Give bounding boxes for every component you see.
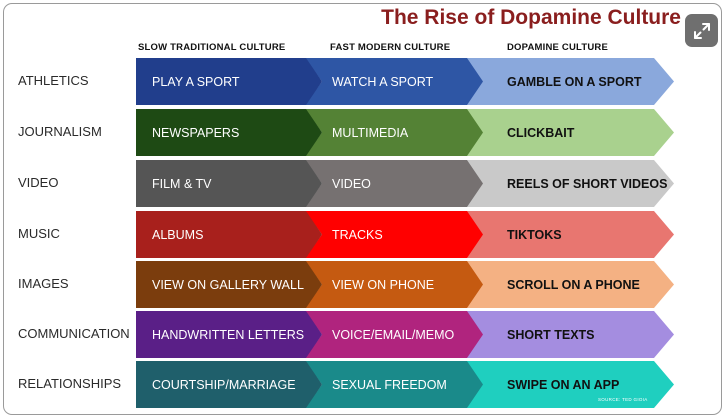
arrow-label: SWIPE ON AN APP	[507, 377, 620, 392]
arrow-slow: HANDWRITTEN LETTERS	[136, 311, 322, 358]
arrow-label: VIEW ON GALLERY WALL	[152, 277, 304, 292]
arrow-label: PLAY A SPORT	[152, 74, 240, 89]
arrow-label: CLICKBAIT	[507, 125, 575, 140]
row-label: IMAGES	[18, 276, 69, 291]
row-label: ATHLETICS	[18, 73, 89, 88]
arrow-label: SCROLL ON A PHONE	[507, 277, 640, 292]
arrow-label: SEXUAL FREEDOM	[332, 377, 447, 392]
arrow-label: COURTSHIP/MARRIAGE	[152, 377, 296, 392]
column-header-slow: SLOW TRADITIONAL CULTURE	[138, 42, 286, 53]
arrow-dopamine: CLICKBAIT	[464, 109, 674, 156]
row-label: VIDEO	[18, 175, 59, 190]
arrow-dopamine: SCROLL ON A PHONE	[464, 261, 674, 308]
arrow-slow: COURTSHIP/MARRIAGE	[136, 361, 322, 408]
arrow-fast: SEXUAL FREEDOM	[305, 361, 483, 408]
row-label: RELATIONSHIPS	[18, 376, 122, 391]
arrow-label: MULTIMEDIA	[332, 125, 409, 140]
arrow-fast: WATCH A SPORT	[305, 58, 483, 105]
arrow-label: WATCH A SPORT	[332, 74, 434, 89]
expand-arrows-icon	[693, 22, 710, 39]
arrow-slow: VIEW ON GALLERY WALL	[136, 261, 322, 308]
row-label: MUSIC	[18, 226, 60, 241]
arrow-fast: MULTIMEDIA	[305, 109, 483, 156]
arrow-fast: VIDEO	[305, 160, 483, 207]
arrow-label: HANDWRITTEN LETTERS	[152, 327, 305, 342]
arrow-dopamine: REELS OF SHORT VIDEOS	[464, 160, 674, 207]
arrow-fast: VOICE/EMAIL/MEMO	[305, 311, 483, 358]
arrow-slow: FILM & TV	[136, 160, 322, 207]
column-header-dopamine: DOPAMINE CULTURE	[507, 42, 609, 53]
arrow-label: GAMBLE ON A SPORT	[507, 74, 642, 89]
source-credit: SOURCE: TED GIOIA	[598, 397, 648, 402]
arrow-fast: VIEW ON PHONE	[305, 261, 483, 308]
arrow-dopamine: SHORT TEXTS	[464, 311, 674, 358]
arrow-dopamine: GAMBLE ON A SPORT	[464, 58, 674, 105]
column-header-fast: FAST MODERN CULTURE	[330, 42, 451, 53]
arrow-label: REELS OF SHORT VIDEOS	[507, 176, 668, 191]
arrow-slow: ALBUMS	[136, 211, 322, 258]
arrow-slow: PLAY A SPORT	[136, 58, 322, 105]
arrow-label: VIDEO	[332, 176, 371, 191]
row-label: COMMUNICATION	[18, 326, 130, 341]
arrow-fast: TRACKS	[305, 211, 483, 258]
arrow-label: SHORT TEXTS	[507, 327, 595, 342]
arrow-label: ALBUMS	[152, 227, 204, 242]
row-label: JOURNALISM	[18, 124, 102, 139]
arrow-dopamine: SWIPE ON AN APP	[464, 361, 674, 408]
arrow-label: TIKTOKS	[507, 227, 562, 242]
expand-button[interactable]	[685, 14, 718, 47]
arrow-dopamine: TIKTOKS	[464, 211, 674, 258]
arrow-label: NEWSPAPERS	[152, 125, 240, 140]
arrow-label: VIEW ON PHONE	[332, 277, 435, 292]
arrow-label: TRACKS	[332, 227, 383, 242]
arrow-label: VOICE/EMAIL/MEMO	[332, 327, 455, 342]
diagram-title: The Rise of Dopamine Culture	[381, 6, 681, 29]
arrow-slow: NEWSPAPERS	[136, 109, 322, 156]
arrow-label: FILM & TV	[152, 176, 212, 191]
